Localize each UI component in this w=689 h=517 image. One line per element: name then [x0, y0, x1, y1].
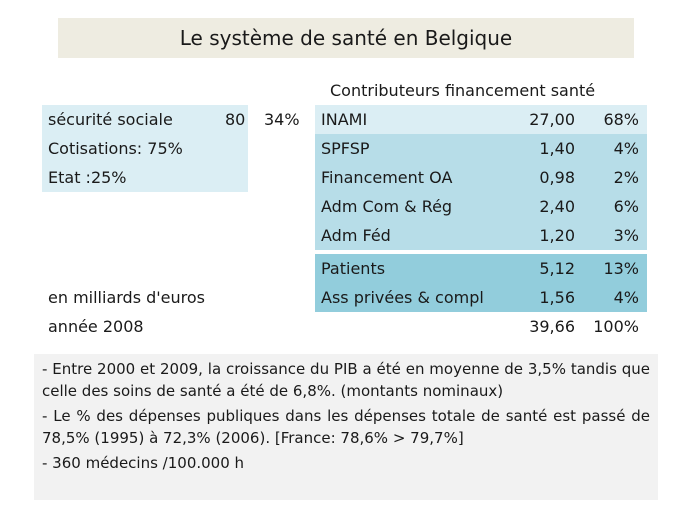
contributor-row: SPFSP 1,40 4% — [315, 134, 647, 163]
social-security-pct: 34% — [264, 110, 300, 129]
contributor-amount: 1,20 — [539, 226, 575, 245]
contributor-row: Financement OA 0,98 2% — [315, 163, 647, 192]
note-public-spending: - Le % des dépenses publiques dans les d… — [42, 407, 650, 447]
social-security-value: 80 — [225, 110, 246, 129]
contributor-label: Adm Com & Rég — [321, 197, 453, 216]
contributor-row: INAMI 27,00 68% — [315, 105, 647, 134]
total-amount: 39,66 — [529, 317, 575, 336]
contributor-label: Ass privées & compl — [321, 288, 484, 307]
contributor-amount: 2,40 — [539, 197, 575, 216]
contributor-amount: 27,00 — [529, 110, 575, 129]
contributor-pct: 13% — [603, 259, 639, 278]
note-doctors: - 360 médecins /100.000 h — [42, 454, 245, 472]
state-label: Etat :25% — [48, 168, 127, 187]
contributors-title: Contributeurs financement santé — [330, 81, 596, 100]
social-security-label: sécurité sociale — [48, 110, 173, 129]
note-gdp-growth: - Entre 2000 et 2009, la croissance du P… — [42, 360, 650, 400]
contributor-label: Adm Féd — [321, 226, 391, 245]
contributor-row: Patients 5,12 13% — [315, 254, 647, 283]
contributions-label: Cotisations: 75% — [48, 139, 183, 158]
contributor-pct: 6% — [613, 197, 639, 216]
contributor-row: Adm Com & Rég 2,40 6% — [315, 192, 647, 221]
title-band: Le système de santé en Belgique — [58, 18, 634, 58]
contributor-pct: 4% — [613, 288, 639, 307]
contributor-amount: 0,98 — [539, 168, 575, 187]
total-row: 39,66 100% — [315, 312, 647, 341]
contributor-pct: 3% — [613, 226, 639, 245]
contributor-amount: 5,12 — [539, 259, 575, 278]
notes-box: - Entre 2000 et 2009, la croissance du P… — [34, 354, 658, 500]
contributor-label: Financement OA — [321, 168, 453, 187]
contributor-label: SPFSP — [321, 139, 370, 158]
contributor-amount: 1,56 — [539, 288, 575, 307]
unit-label: en milliards d'euros — [48, 288, 206, 307]
contributor-amount: 1,40 — [539, 139, 575, 158]
contributor-row: Adm Féd 1,20 3% — [315, 221, 647, 250]
total-pct: 100% — [593, 317, 639, 336]
contributor-pct: 4% — [613, 139, 639, 158]
contributor-row: Ass privées & compl 1,56 4% — [315, 283, 647, 312]
contributor-pct: 68% — [603, 110, 639, 129]
contributor-label: Patients — [321, 259, 386, 278]
social-security-box — [42, 105, 248, 192]
page-title: Le système de santé en Belgique — [179, 26, 513, 50]
year-label: année 2008 — [48, 317, 144, 336]
contributor-label: INAMI — [321, 110, 368, 129]
contributor-pct: 2% — [613, 168, 639, 187]
